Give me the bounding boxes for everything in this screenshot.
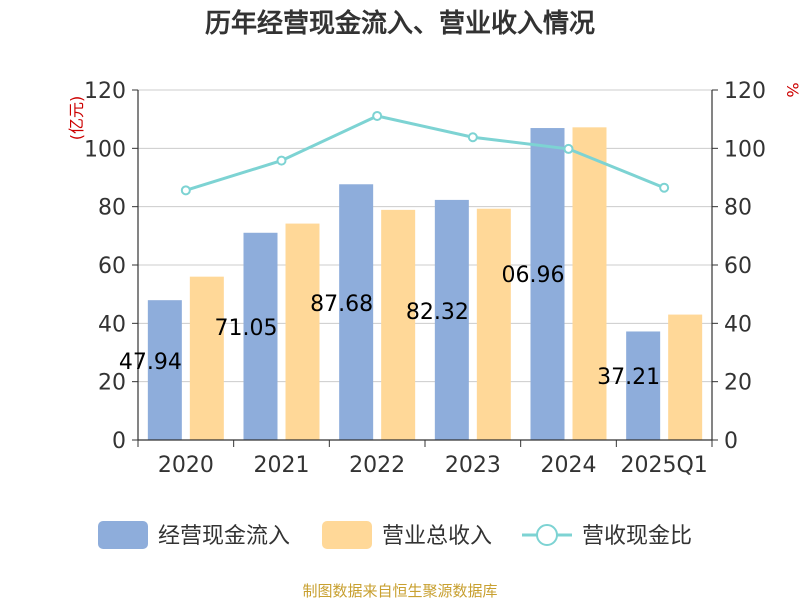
right-tick-label: 80: [724, 196, 752, 221]
bar-value-label: 82.32: [406, 300, 469, 325]
x-tick-label: 2021: [254, 453, 310, 478]
left-tick-label: 60: [98, 254, 126, 279]
legend-label-ratio: 营收现金比: [582, 524, 692, 549]
ratio-line: [185, 114, 665, 192]
legend-swatch-cash-inflow: [98, 521, 148, 549]
axes: 0 20 40 60 80 100 120 0 20 40 60 80 100 120 2020 2021 20…: [84, 79, 766, 478]
right-tick-label: 20: [724, 371, 752, 396]
bar-revenue: [285, 223, 320, 440]
ratio-point: [467, 132, 478, 143]
left-tick-label: 80: [98, 196, 126, 221]
legend-swatch-ratio-marker: [536, 524, 558, 546]
bar-value-label: 87.68: [310, 292, 373, 317]
bar-revenue: [381, 209, 416, 440]
bar-value-label: 71.05: [215, 316, 278, 341]
right-tick-label: 60: [724, 254, 752, 279]
right-tick-label: 100: [724, 137, 766, 162]
ratio-point: [180, 185, 191, 196]
bar-labels: 47.94 71.05 87.68 82.32 06.96 37.21: [119, 263, 660, 390]
ratio-point: [372, 110, 383, 121]
right-axis-unit: %: [783, 82, 800, 97]
right-tick-label: 120: [724, 79, 766, 104]
left-tick-label: 100: [84, 137, 126, 162]
legend-label-revenue: 营业总收入: [382, 524, 492, 549]
ratio-point: [659, 182, 670, 193]
x-tick-label: 2024: [541, 453, 597, 478]
right-tick-label: 40: [724, 312, 752, 337]
bar-cash-inflow: [243, 232, 278, 440]
ratio-point: [276, 155, 287, 166]
bar-value-label: 06.96: [502, 263, 565, 288]
x-tick-label: 2022: [349, 453, 405, 478]
bar-cash-inflow: [339, 184, 374, 440]
line-series: [180, 110, 670, 196]
bar-cash-inflow: [626, 331, 661, 440]
bar-value-label: 37.21: [597, 365, 660, 390]
source-note: 制图数据来自恒生聚源数据库: [302, 582, 497, 600]
ratio-point: [563, 143, 574, 154]
bar-value-label: 47.94: [119, 350, 182, 375]
left-tick-label: 40: [98, 312, 126, 337]
bar-revenue: [668, 314, 703, 440]
x-tick-label: 2023: [445, 453, 501, 478]
chart-title: 历年经营现金流入、营业收入情况: [205, 8, 595, 39]
left-tick-label: 20: [98, 371, 126, 396]
grid: [138, 89, 712, 383]
legend: 经营现金流入 营业总收入 营收现金比: [98, 521, 692, 549]
bar-revenue: [476, 208, 511, 440]
left-axis-unit: (亿元): [67, 96, 86, 141]
bar-cash-inflow: [147, 300, 182, 440]
left-tick-label: 0: [112, 429, 126, 454]
bar-cash-inflow: [434, 199, 469, 440]
legend-label-cash-inflow: 经营现金流入: [158, 524, 290, 549]
legend-swatch-revenue: [322, 521, 372, 549]
bar-revenue: [189, 276, 224, 440]
bar-cash-inflow: [530, 128, 565, 441]
bar-revenue: [572, 127, 607, 440]
x-tick-label: 2020: [158, 453, 214, 478]
left-tick-label: 120: [84, 79, 126, 104]
bars: [147, 127, 703, 441]
x-tick-label: 2025Q1: [621, 453, 708, 478]
right-tick-label: 0: [724, 429, 738, 454]
